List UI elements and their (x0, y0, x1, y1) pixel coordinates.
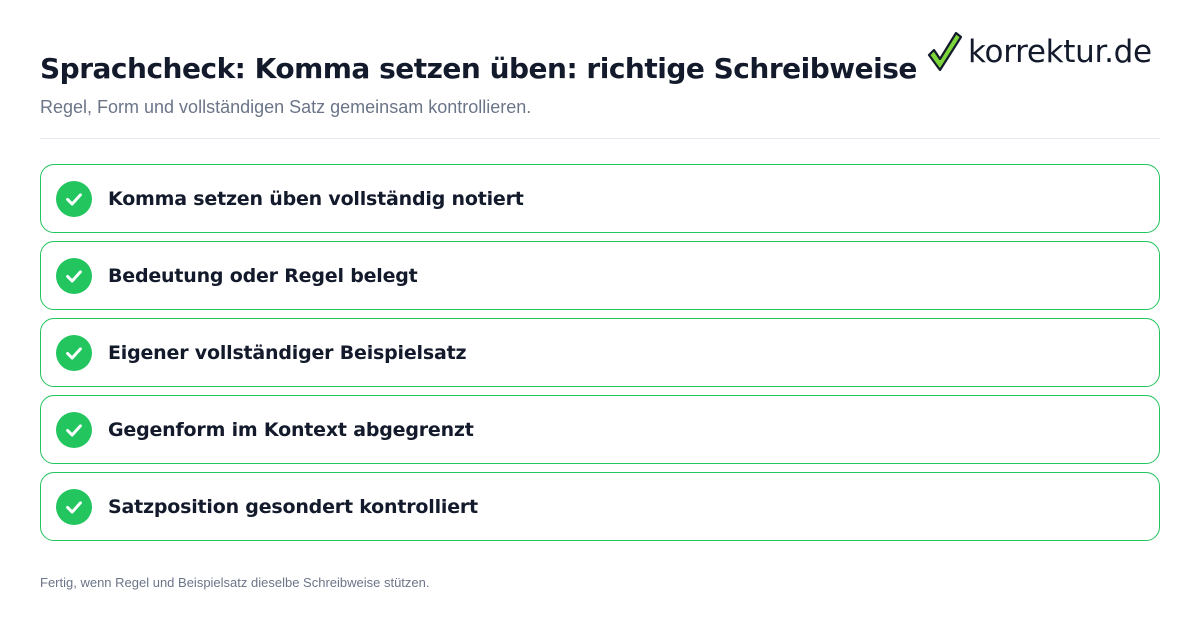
checklist-item-label: Gegenform im Kontext abgegrenzt (108, 418, 474, 441)
check-circle-icon (56, 488, 92, 525)
check-circle-icon (56, 180, 92, 217)
checklist-item-label: Eigener vollständiger Beispielsatz (108, 341, 467, 364)
checklist-item: Eigener vollständiger Beispielsatz (40, 318, 1160, 387)
brand-logo: korrektur.de (926, 30, 1152, 74)
page-title: Sprachcheck: Komma setzen üben: richtige… (40, 52, 917, 85)
checklist-item: Gegenform im Kontext abgegrenzt (40, 395, 1160, 464)
checklist: Komma setzen üben vollständig notiert Be… (40, 164, 1160, 549)
page-subtitle: Regel, Form und vollständigen Satz gemei… (40, 97, 532, 117)
checklist-item-label: Satzposition gesondert kontrolliert (108, 495, 478, 518)
page-header: Sprachcheck: Komma setzen üben: richtige… (40, 52, 917, 118)
checklist-item-label: Komma setzen üben vollständig notiert (108, 187, 524, 210)
checklist-item: Komma setzen üben vollständig notiert (40, 164, 1160, 233)
check-circle-icon (56, 411, 92, 448)
check-circle-icon (56, 334, 92, 371)
footer-note: Fertig, wenn Regel und Beispielsatz dies… (40, 575, 430, 590)
checklist-item: Satzposition gesondert kontrolliert (40, 472, 1160, 541)
header-divider (40, 138, 1160, 139)
checkmark-logo-icon (927, 31, 962, 72)
checklist-item-label: Bedeutung oder Regel belegt (108, 264, 418, 287)
checklist-item: Bedeutung oder Regel belegt (40, 241, 1160, 310)
check-circle-icon (56, 257, 92, 294)
brand-name: korrektur.de (968, 34, 1152, 70)
